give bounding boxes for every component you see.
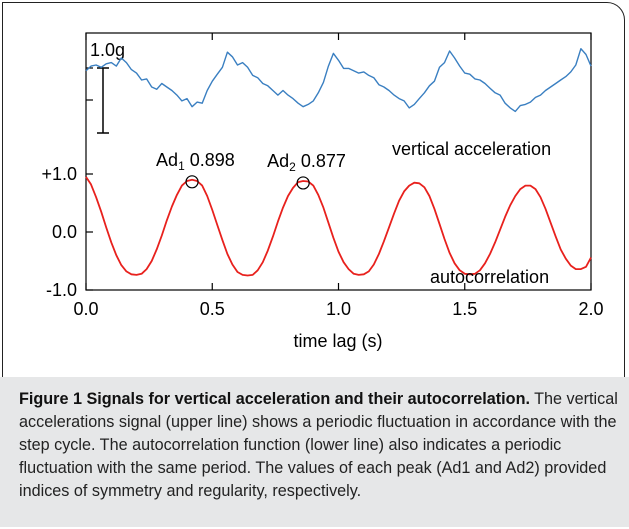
y-tick-label: -1.0 — [46, 280, 77, 300]
caption-body: The vertical accelerations signal (upper… — [19, 390, 618, 500]
x-axis-title: time lag (s) — [293, 331, 382, 351]
peak-label: Ad2 0.877 — [267, 151, 346, 174]
series-label-autocorrelation: autocorrelation — [430, 267, 549, 287]
x-tick-label: 1.5 — [452, 299, 477, 319]
y-axis-ticks: +1.0 0.0 -1.0 — [41, 67, 93, 300]
y-tick-label: +1.0 — [41, 164, 77, 184]
peak-label-subscript: 1 — [178, 159, 185, 173]
series-line-autocorrelation — [85, 176, 592, 277]
peak-label-value: 0.877 — [296, 151, 346, 171]
peak-label-main: Ad — [156, 150, 178, 170]
x-tick-label: 0.0 — [73, 299, 98, 319]
scale-bar-label: 1.0g — [90, 40, 125, 60]
peak-label-value: 0.898 — [185, 150, 235, 170]
peak-marker — [185, 175, 199, 189]
caption-box — [0, 377, 629, 527]
x-tick-label: 2.0 — [578, 299, 603, 319]
x-axis-ticks: 0.0 0.5 1.0 1.5 2.0 — [73, 33, 604, 319]
series-layer — [85, 48, 592, 277]
peak-marker — [296, 176, 310, 190]
x-tick-label: 0.5 — [200, 299, 225, 319]
caption-title: Figure 1 Signals for vertical accelerati… — [19, 390, 530, 408]
series-line-vertical-acceleration — [85, 48, 592, 113]
peak-label-subscript: 2 — [289, 160, 296, 174]
peak-annotations: Ad1 0.898 Ad2 0.877 — [156, 150, 346, 190]
peak-label: Ad1 0.898 — [156, 150, 235, 173]
x-tick-label: 1.0 — [326, 299, 351, 319]
figure-caption: Figure 1 Signals for vertical accelerati… — [19, 388, 619, 503]
y-tick-label: 0.0 — [52, 222, 77, 242]
series-label-vertical-acceleration: vertical acceleration — [392, 139, 551, 159]
chart: 0.0 0.5 1.0 1.5 2.0 +1.00.0-1.0 time lag (s)… — [41, 32, 604, 351]
peak-label-main: Ad — [267, 151, 289, 171]
scale-bar: 1.0g — [90, 40, 125, 134]
